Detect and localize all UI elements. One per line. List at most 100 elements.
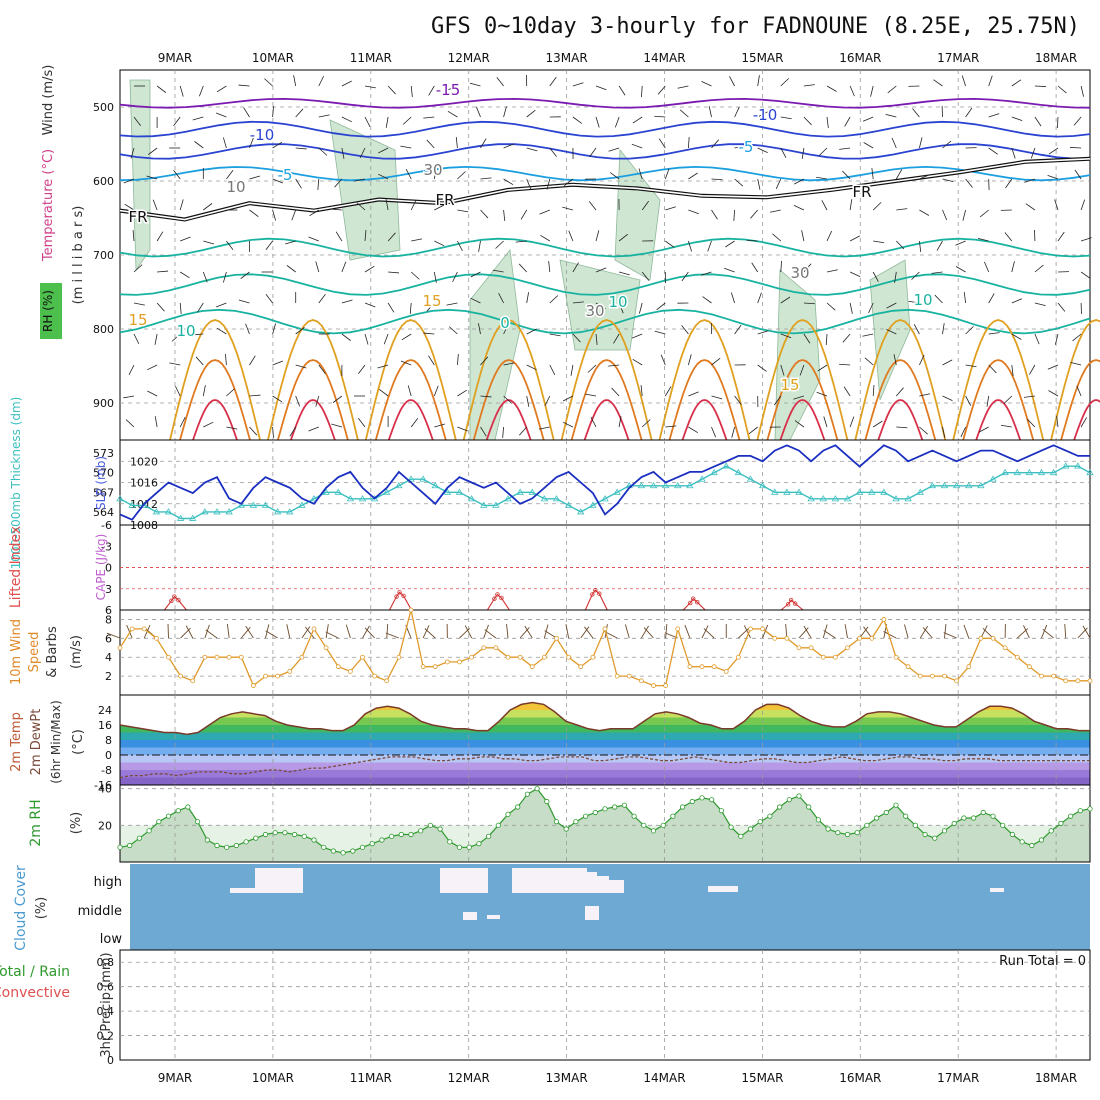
wind-barb [988, 332, 1000, 335]
lifted-index-point [688, 600, 693, 606]
top-day-label: 16MAR [839, 51, 881, 65]
rh-point [893, 802, 899, 808]
wind-barb [562, 395, 574, 402]
wind-speed-point [226, 654, 232, 660]
rh-point [195, 819, 201, 825]
surface-wind-barb [544, 630, 557, 639]
wind-barb [641, 271, 650, 281]
thickness-marker [843, 495, 852, 502]
wind-speed-point [748, 626, 753, 632]
wind-barb [631, 333, 643, 339]
thickness-marker [1001, 468, 1009, 476]
surface-wind-barb [798, 627, 809, 639]
wind-barb [849, 85, 855, 97]
bottom-day-label: 17MAR [937, 1071, 979, 1085]
rh-point [359, 844, 366, 850]
wind-barb [285, 240, 296, 245]
thickness-marker [795, 488, 803, 495]
warm-arch [756, 319, 849, 441]
wind-barb [518, 263, 527, 273]
wind-speed-point [760, 626, 766, 632]
surface-wind-barb [524, 625, 533, 639]
wind-speed-point [772, 635, 778, 641]
thickness-marker [116, 495, 124, 502]
rh-point [1019, 839, 1025, 845]
wind-barb [272, 209, 277, 221]
wind-barb [286, 265, 296, 273]
wind-barb [595, 302, 606, 310]
wind-barb [1011, 298, 1023, 304]
warm-arch [169, 319, 261, 441]
wind-barb [457, 171, 466, 180]
wind-barb [702, 296, 712, 304]
wind-speed-point [735, 654, 741, 660]
slp-tick: 1016 [130, 477, 158, 490]
wind-barb [318, 147, 328, 156]
wind-barb [341, 333, 351, 341]
wind-barb [934, 294, 943, 304]
wind-barb [478, 323, 481, 335]
wind-barb [681, 325, 689, 335]
wind-barb [426, 139, 435, 149]
surface-wind-barb [919, 625, 929, 639]
top-day-label: 11MAR [350, 51, 392, 65]
rh-point [941, 828, 948, 834]
wind-barb [911, 271, 920, 280]
wind-barb [203, 240, 214, 245]
wind-speed-point [905, 664, 911, 670]
thickness-marker [746, 475, 755, 482]
wind-barb [979, 209, 989, 218]
wind-barb [849, 416, 855, 428]
rh-point [796, 793, 802, 799]
wind-speed-point [311, 626, 317, 632]
wind-speed-point [590, 654, 596, 660]
wind-barb [1074, 169, 1082, 180]
wind-barb [640, 385, 643, 397]
cloud-block [255, 868, 303, 893]
wind-barb [202, 271, 208, 283]
wind-barb [613, 333, 620, 344]
wind-speed-point [190, 678, 196, 684]
wind-barb [215, 302, 227, 308]
wind-barb [748, 426, 758, 435]
wind-barb [358, 417, 366, 428]
wind-speed-point [166, 654, 171, 660]
contour-label: 10 [608, 293, 627, 311]
wind-barb [919, 209, 930, 216]
wind-barb [434, 423, 445, 428]
lifted-index-point [397, 590, 402, 595]
wind-barb [595, 230, 600, 242]
wind-barb [123, 395, 135, 399]
dewpoint-line [119, 756, 1090, 779]
wind-barb [942, 359, 953, 366]
wind-speed-unit-label: (m/s) [69, 635, 84, 669]
wind-barb [688, 391, 699, 397]
wind-barb [842, 170, 851, 180]
wind-barb [238, 299, 250, 304]
temp-band [120, 755, 1090, 763]
wind-barb [405, 169, 412, 180]
temperature-contour [119, 143, 1090, 160]
wind-barb [632, 358, 643, 366]
wind-barb [1011, 333, 1022, 340]
wind-speed-point [857, 635, 863, 641]
wind-barb [751, 262, 759, 273]
wind-barb [849, 302, 853, 314]
surface-wind-barb [859, 626, 869, 639]
wind-speed-point [832, 654, 838, 660]
surface-wind-barb [1023, 625, 1030, 639]
wind-speed-point [444, 659, 450, 665]
wind-barb [793, 178, 805, 185]
wind-speed-point [626, 673, 632, 679]
wind-barb [410, 85, 413, 97]
cloud-block [230, 888, 255, 893]
wind-barb [711, 426, 716, 438]
thickness-marker [868, 488, 876, 495]
wind-barb [133, 302, 145, 306]
wind-barb [470, 297, 481, 304]
wind-barb [203, 421, 214, 428]
wind-barb [872, 202, 882, 211]
wind-barb [364, 333, 369, 345]
wind-speed-point [602, 626, 608, 632]
wind-barb [896, 426, 908, 429]
